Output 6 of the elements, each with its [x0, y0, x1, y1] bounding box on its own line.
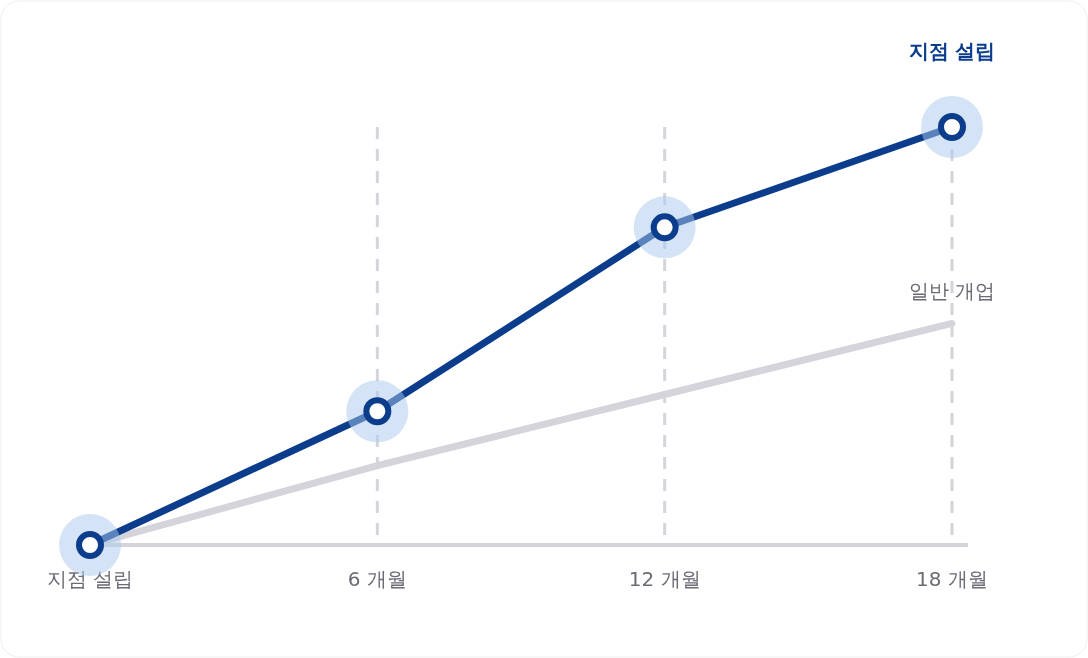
text: 지점 설립: [908, 39, 996, 63]
x-tick-label: 지점 설립: [46, 567, 134, 591]
series-label: 일반 개업: [908, 279, 996, 304]
x-tick-label: 6 개월: [347, 567, 407, 591]
x-tick-label: 12 개월: [628, 567, 701, 591]
x-tick-label: 18 개월: [916, 567, 988, 591]
